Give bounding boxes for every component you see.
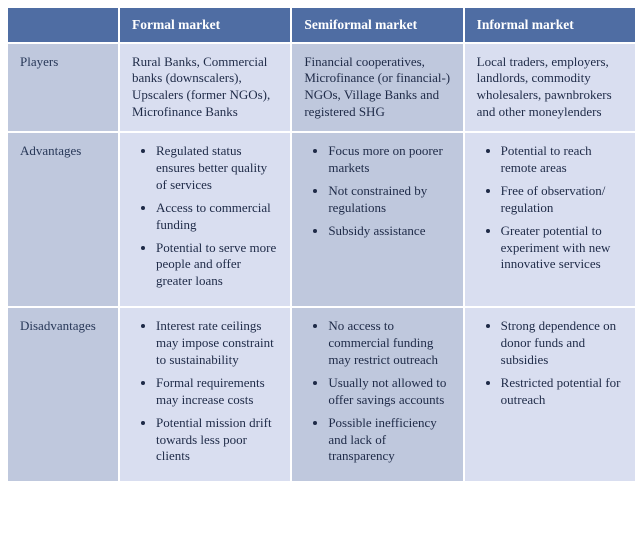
header-formal: Formal market (120, 8, 290, 42)
row-label-advantages: Advantages (8, 133, 118, 306)
list-item: Potential to serve more people and offer… (156, 240, 278, 291)
list-item: Potential mission drift towards less poo… (156, 415, 278, 466)
market-comparison-table: Formal market Semiformal market Informal… (6, 6, 637, 483)
disadvantages-semi: No access to commercial funding may rest… (292, 308, 462, 481)
list-item: Restricted potential for outreach (501, 375, 623, 409)
list-item: Formal requirements may increase costs (156, 375, 278, 409)
list-item: Subsidy assistance (328, 223, 450, 240)
list-item: Strong dependence on donor funds and sub… (501, 318, 623, 369)
list-item: Access to commercial funding (156, 200, 278, 234)
list-item: Potential to reach remote areas (501, 143, 623, 177)
players-formal: Rural Banks, Commercial banks (downscale… (120, 44, 290, 132)
list-item: Usually not allowed to offer savings acc… (328, 375, 450, 409)
advantages-informal: Potential to reach remote areas Free of … (465, 133, 635, 306)
disadvantages-informal: Strong dependence on donor funds and sub… (465, 308, 635, 481)
list-item: Focus more on poorer markets (328, 143, 450, 177)
row-label-players: Players (8, 44, 118, 132)
list-item: Possible inefficiency and lack of transp… (328, 415, 450, 466)
players-informal: Local traders, employers, landlords, com… (465, 44, 635, 132)
header-semi: Semiformal market (292, 8, 462, 42)
header-row: Formal market Semiformal market Informal… (8, 8, 635, 42)
advantages-formal: Regulated status ensures better quality … (120, 133, 290, 306)
advantages-semi: Focus more on poorer markets Not constra… (292, 133, 462, 306)
list-item: Regulated status ensures better quality … (156, 143, 278, 194)
list-item: Interest rate ceilings may impose constr… (156, 318, 278, 369)
list-item: Free of observation/ regulation (501, 183, 623, 217)
header-informal: Informal market (465, 8, 635, 42)
row-label-disadvantages: Disadvantages (8, 308, 118, 481)
list-item: Not constrained by regulations (328, 183, 450, 217)
players-semi: Financial cooperatives, Microfinance (or… (292, 44, 462, 132)
disadvantages-formal: Interest rate ceilings may impose constr… (120, 308, 290, 481)
list-item: Greater potential to experiment with new… (501, 223, 623, 274)
row-advantages: Advantages Regulated status ensures bett… (8, 133, 635, 306)
header-blank (8, 8, 118, 42)
row-disadvantages: Disadvantages Interest rate ceilings may… (8, 308, 635, 481)
list-item: No access to commercial funding may rest… (328, 318, 450, 369)
row-players: Players Rural Banks, Commercial banks (d… (8, 44, 635, 132)
